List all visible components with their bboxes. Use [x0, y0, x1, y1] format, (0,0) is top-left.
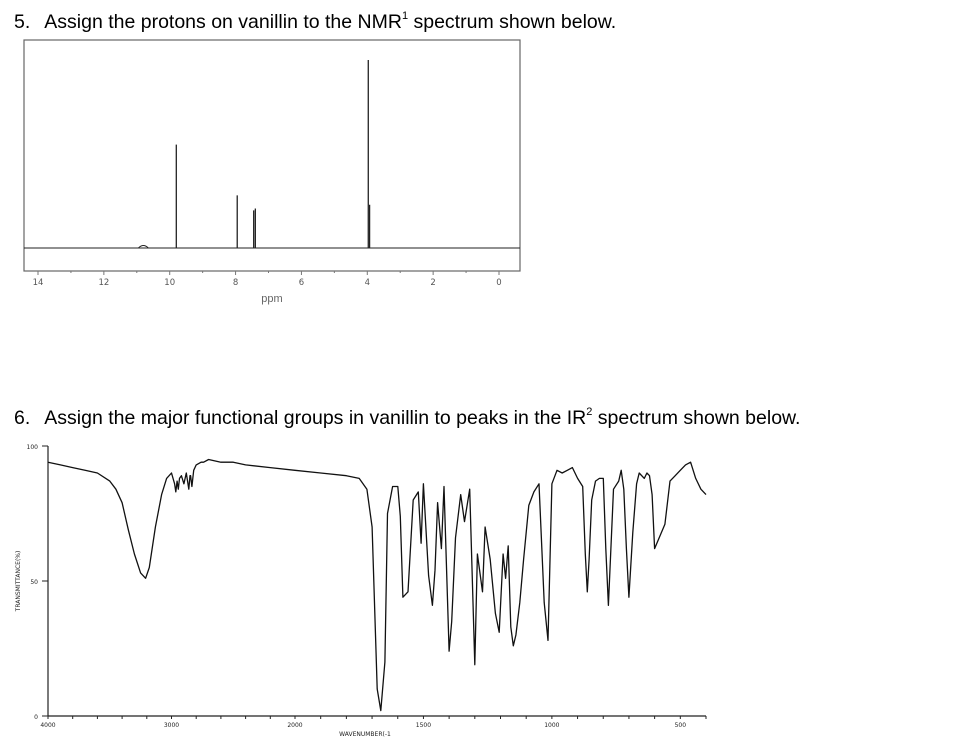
- ir-x-tick-label: 500: [675, 722, 687, 729]
- ir-transmittance-trace: [47, 458, 707, 712]
- ir-y-tick-label: 100: [27, 444, 39, 451]
- ir-x-tick-label: 4000: [40, 722, 55, 729]
- nmr-x-tick-label: 12: [98, 278, 109, 288]
- question-text-end: spectrum shown below.: [408, 11, 617, 33]
- question-number: 5.: [14, 11, 31, 33]
- nmr-x-tick-label: 14: [33, 278, 44, 288]
- question-text-end: spectrum shown below.: [592, 407, 801, 429]
- nmr-x-tick-label: 6: [299, 278, 304, 288]
- nmr-x-tick-label: 2: [430, 278, 435, 288]
- question-number: 6.: [14, 407, 31, 429]
- question-text: Assign the major functional groups in va…: [44, 407, 587, 429]
- footnote-mark: 2: [586, 405, 593, 418]
- nmr-frame: [23, 39, 521, 272]
- footnote-mark: 1: [401, 9, 409, 22]
- nmr-x-tick-label: 8: [233, 278, 238, 288]
- nmr-x-tick-label: 0: [496, 278, 501, 288]
- ir-x-tick-label: 3000: [164, 722, 179, 729]
- question-6: 6. Assign the major functional groups in …: [14, 405, 801, 430]
- ir-y-tick-label: 50: [30, 579, 38, 586]
- nmr-peak-0: [138, 245, 149, 249]
- ir-y-axis-label: TRANSMITTANCE(%): [15, 551, 22, 613]
- ir-x-tick-label: 2000: [287, 722, 302, 729]
- nmr-x-tick-label: 10: [164, 278, 175, 288]
- nmr-x-axis-label: ppm: [261, 293, 282, 305]
- ir-x-axis-label: WAVENUMBER(-1: [339, 731, 391, 738]
- question-text: Assign the protons on vanillin to the NM…: [44, 11, 402, 33]
- ir-x-tick-label: 1500: [416, 722, 431, 729]
- ir-x-tick-label: 1000: [544, 722, 559, 729]
- ir-y-tick-label: 0: [34, 714, 38, 721]
- question-5: 5. Assign the protons on vanillin to the …: [14, 9, 617, 34]
- nmr-x-tick-label: 4: [365, 278, 370, 288]
